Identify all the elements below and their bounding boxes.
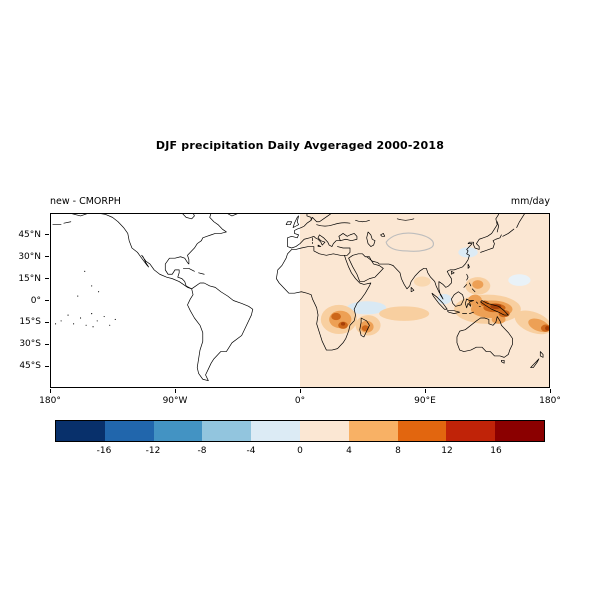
- panel-left-label: new - CMORPH: [50, 196, 121, 207]
- lon-tick-label: 90°E: [414, 396, 436, 406]
- colorbar-tick-label: 16: [490, 446, 502, 456]
- lat-tick-label: 15°N: [18, 273, 41, 284]
- colorbar: [55, 420, 545, 442]
- lon-tick: [424, 389, 426, 393]
- lat-axis: 45°N 30°N 15°N 0° 15°S 30°S 45°S: [0, 213, 50, 388]
- coastline-path: [481, 235, 502, 252]
- coastline-path: [393, 213, 499, 299]
- lat-tick-label: 45°N: [18, 229, 41, 240]
- world-map: [50, 213, 550, 388]
- lat-tick-label: 30°N: [18, 251, 41, 262]
- colorbar-tick-label: -4: [246, 446, 256, 456]
- units-label: mm/day: [510, 196, 550, 207]
- lon-tick: [549, 389, 551, 393]
- coastline-path: [497, 213, 525, 236]
- lat-tick: [45, 343, 49, 345]
- coastline-path: [286, 216, 299, 228]
- coastline-path: [464, 274, 475, 291]
- lat-tick: [45, 256, 49, 258]
- coastline-path: [69, 213, 191, 289]
- lat-tick-label: 15°S: [19, 317, 41, 328]
- coastline-path: [501, 352, 543, 368]
- chart-title: DJF precipitation Daily Avgeraged 2000-2…: [155, 139, 445, 152]
- coastline-path: [432, 293, 474, 313]
- precipitation-field: [300, 213, 550, 388]
- coastline-path: [339, 233, 357, 240]
- lat-tick: [45, 278, 49, 280]
- colorbar-segment: [446, 421, 496, 441]
- coastline-path: [411, 264, 469, 292]
- colorbar-tick-label: -12: [145, 446, 161, 456]
- colorbar-segment: [104, 421, 154, 441]
- colorbar-segment: [299, 421, 349, 441]
- colorbar-segment: [202, 421, 252, 441]
- coastline-path: [313, 238, 321, 247]
- gray-contour-central-asia: [386, 233, 433, 251]
- colorbar-segment: [153, 421, 203, 441]
- lat-tick-label: 45°S: [19, 361, 41, 372]
- zero-contour: [317, 219, 414, 226]
- colorbar-tick-label: 0: [297, 446, 303, 456]
- coastline-path: [187, 283, 252, 381]
- coastline-path: [481, 301, 509, 316]
- lat-tick: [45, 300, 49, 301]
- lon-tick: [174, 389, 176, 393]
- coastline-path: [182, 213, 195, 219]
- coastline-path: [288, 220, 341, 248]
- colorbar-tick-label: 4: [346, 446, 352, 456]
- colorbar-segment: [495, 421, 544, 441]
- coastline-path: [349, 254, 384, 282]
- lat-tick-label: 0°: [30, 295, 41, 306]
- map-panel: [50, 213, 550, 388]
- colorbar-tick-label: 12: [441, 446, 453, 456]
- coastline-path: [360, 318, 370, 337]
- coastline-path: [276, 247, 370, 351]
- colorbar-segment: [348, 421, 398, 441]
- coastline-path: [367, 232, 385, 247]
- lat-tick-label: 30°S: [19, 339, 41, 350]
- coastline-path: [53, 222, 71, 225]
- lat-tick: [45, 321, 49, 323]
- lon-tick-label: 0°: [294, 396, 306, 406]
- lon-axis: 180° 90°W 0° 90°E 180°: [39, 388, 561, 414]
- colorbar-tick-label: -16: [96, 446, 112, 456]
- pacific-speckles: [54, 270, 116, 328]
- lon-tick-label: 180°: [39, 396, 61, 406]
- coastlines: [53, 213, 543, 381]
- lon-tick: [49, 389, 51, 393]
- colorbar-tick-label: -8: [197, 446, 207, 456]
- coastline-path: [338, 247, 351, 256]
- lon-tick-label: 180°: [539, 396, 561, 406]
- lon-tick: [299, 389, 301, 393]
- coastline-path: [457, 317, 513, 358]
- colorbar-segment: [251, 421, 300, 441]
- colorbar-segment: [56, 421, 105, 441]
- coastline-path: [183, 268, 204, 274]
- coastline-path: [367, 257, 393, 266]
- map-frame: [50, 213, 550, 388]
- colorbar-tick-label: 8: [395, 446, 401, 456]
- coastline-path: [307, 213, 332, 222]
- lat-tick: [45, 365, 49, 367]
- colorbar-labels: -16 -12 -8 -4 0 4 8 12 16: [55, 446, 545, 460]
- coastline-path: [451, 292, 480, 308]
- lon-tick-label: 90°W: [162, 396, 188, 406]
- lat-tick: [45, 234, 49, 236]
- coastline-path: [165, 213, 226, 289]
- colorbar-segment: [397, 421, 447, 441]
